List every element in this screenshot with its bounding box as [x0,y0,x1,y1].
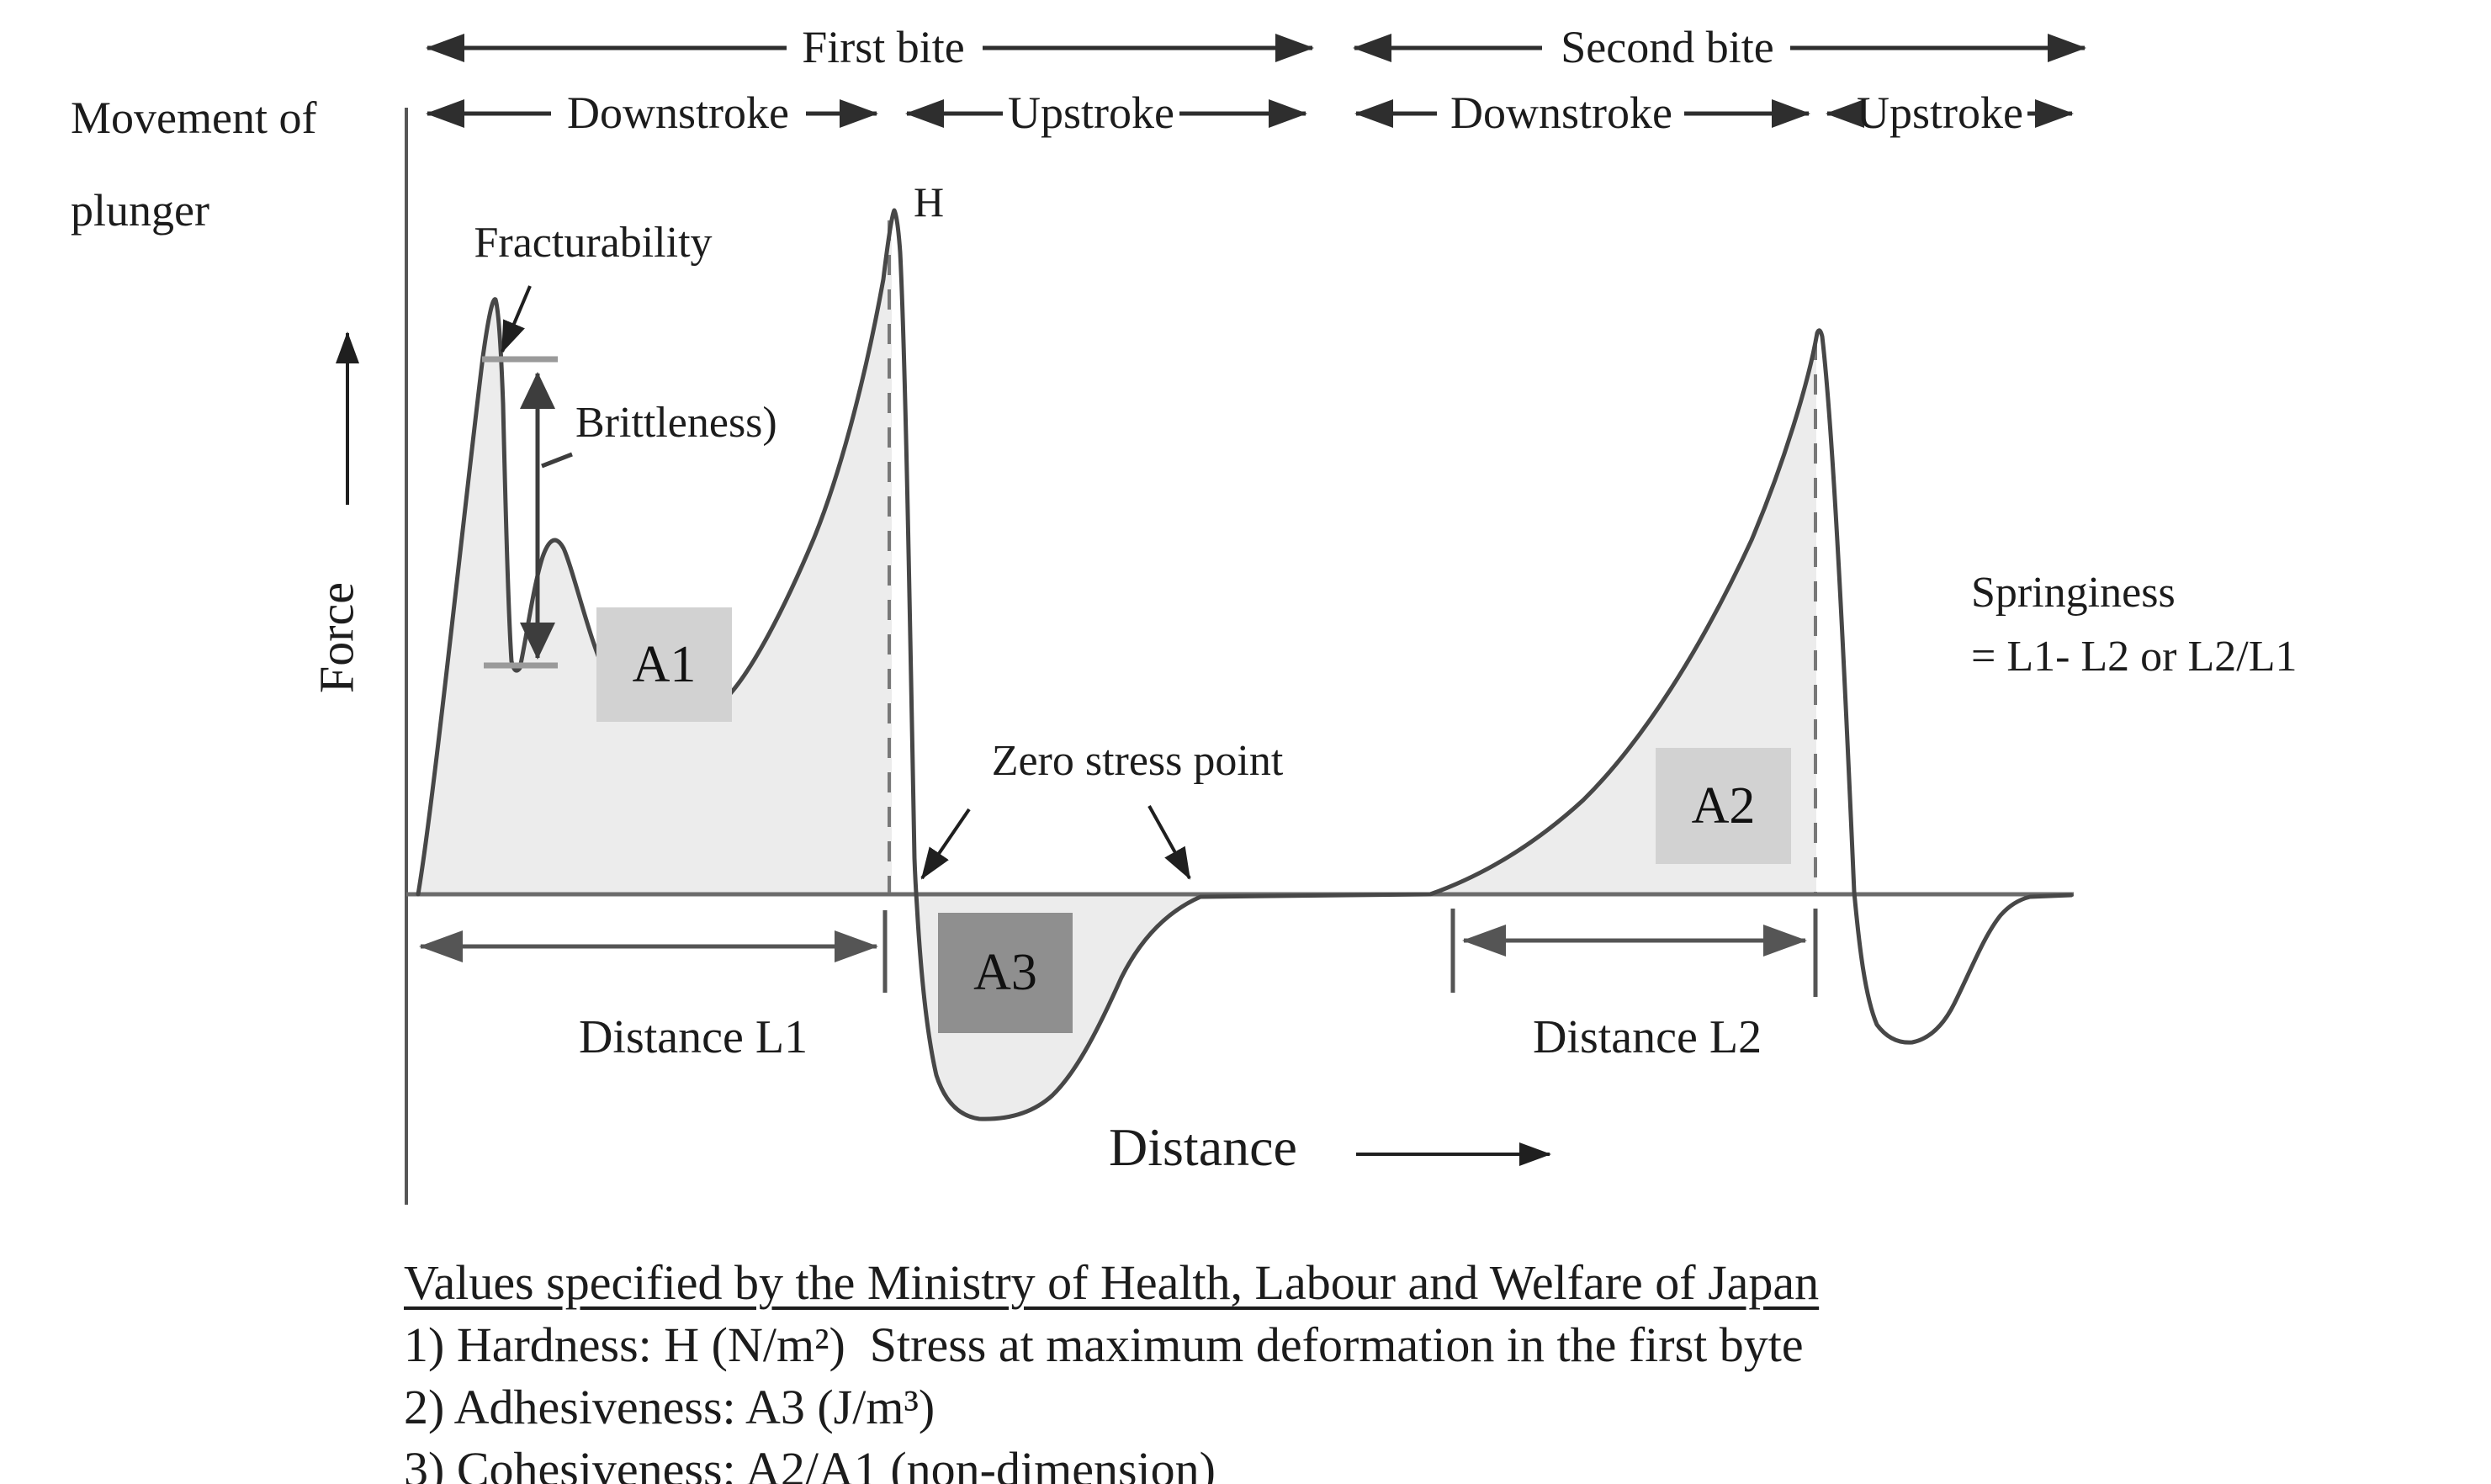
downstroke1-label: Downstroke [567,87,789,138]
area-a2-label: A2 [1691,776,1756,835]
area-a3-box: A3 [938,913,1073,1033]
footnote-cohesiveness: 3) Cohesiveness: A2/A1 (non-dimension) [404,1442,1216,1484]
footnote-hardness: 1) Hardness: H (N/m²) Stress at maximum … [404,1317,1804,1372]
area-a3-label: A3 [973,944,1037,1001]
zero-stress-arrow-right [1147,805,1191,880]
brittleness-label-connector [541,452,573,469]
second-bite-label: Second bite [1561,22,1774,72]
footnotes-block: Values specified by the Ministry of Heal… [404,1252,1819,1484]
area-a1-box: A1 [596,607,732,722]
zero-stress-point-label: Zero stress point [991,737,1284,785]
first-bite-area-a1 [418,214,892,894]
distance-axis-label: Distance [1109,1117,1297,1177]
fracturability-arrow [501,285,532,353]
movement-of-plunger-line2: plunger [71,185,209,236]
fracturability-label: Fracturability [474,219,713,267]
zero-stress-arrow-left [920,808,971,880]
force-distance-curve [416,208,2074,1121]
area-a2-box: A2 [1656,748,1791,864]
force-axis-label: Force [309,581,364,694]
area-a1-label: A1 [632,635,697,693]
movement-of-plunger-line1: Movement of [71,93,317,143]
first-bite-label: First bite [802,22,965,72]
springiness-label-line2: = L1- L2 or L2/L1 [1971,633,2298,681]
downstroke2-label: Downstroke [1450,87,1672,138]
brittleness-label: Brittleness) [575,399,777,447]
upstroke2-label: Upstroke [1857,87,2023,138]
hardness-peak-label: H [914,178,945,225]
springiness-label-line1: Springiness [1971,569,2176,617]
upstroke1-label: Upstroke [1008,87,1174,138]
distance-l1-label: Distance L1 [578,1011,808,1063]
distance-l2-label: Distance L2 [1532,1011,1762,1063]
footnote-heading: Values specified by the Ministry of Heal… [404,1255,1820,1310]
footnote-adhesiveness: 2) Adhesiveness: A3 (J/m³) [404,1380,935,1434]
